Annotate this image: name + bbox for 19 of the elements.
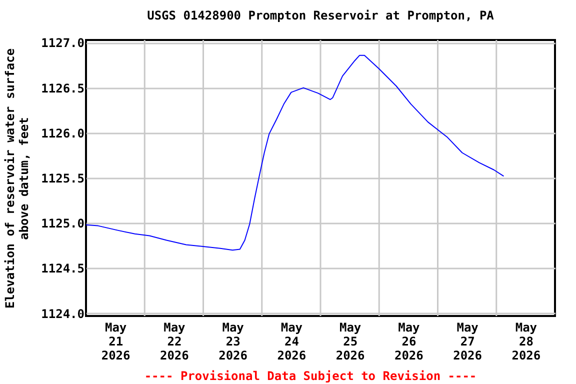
y-tick-label: 1126.5 [41,81,84,96]
x-tick-label: May 27 2026 [453,320,482,362]
y-tick-label: 1124.5 [41,262,84,276]
chart-title: USGS 01428900 Prompton Reservoir at Prompton, PA [147,8,495,23]
line-series [86,54,504,251]
y-tick-label: 1127.0 [41,36,84,50]
y-axis-title: Elevation of reservoir water surface above datum, feet [3,48,32,309]
y-tick-label: 1125.0 [41,216,84,231]
x-tick-label: May 26 2026 [394,320,424,362]
x-tick-label: May 23 2026 [218,320,248,362]
x-tick-label: May 24 2026 [277,320,306,362]
y-tick-label: 1125.5 [41,172,84,186]
x-tick-label: May 28 2026 [512,320,541,362]
x-tick-label: May 22 2026 [160,320,189,362]
x-tick-label: May 25 2026 [336,320,365,362]
y-tick-label: 1126.0 [41,126,84,140]
text: ---- Provisional Data Subject to Revision ---- [144,369,477,383]
x-tick-label: May 21 2026 [101,320,130,362]
y-tick-label: 1124.0 [41,306,84,321]
